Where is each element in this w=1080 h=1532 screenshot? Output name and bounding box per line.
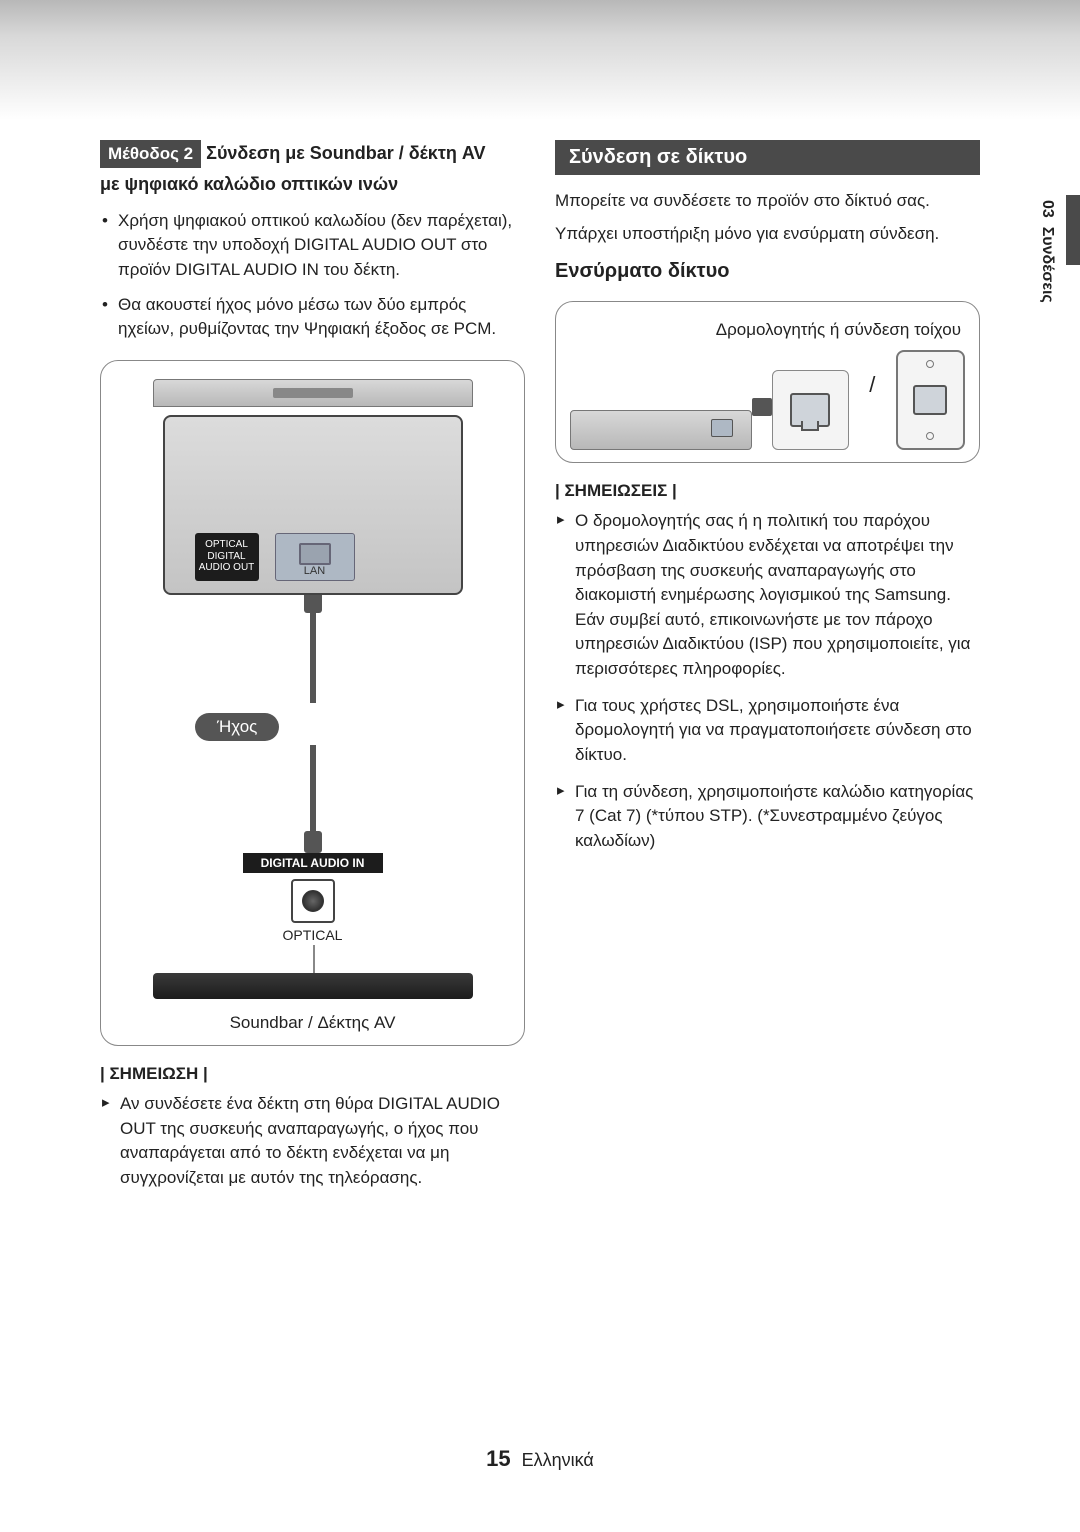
audio-label-pill: Ήχος <box>195 713 279 741</box>
port-label: DIGITAL <box>195 551 259 563</box>
lan-port-icon: LAN <box>275 533 355 581</box>
method-title: Σύνδεση με Soundbar / δέκτη AV <box>206 143 485 163</box>
left-column: Μέθοδος 2 Σύνδεση με Soundbar / δέκτη AV… <box>100 140 525 1203</box>
bullet-item: Χρήση ψηφιακού οπτικού καλωδίου (δεν παρ… <box>100 209 525 283</box>
network-caption: Δρομολογητής ή σύνδεση τοίχου <box>570 320 965 340</box>
optical-cable-icon <box>310 745 316 835</box>
network-diagram: Δρομολογητής ή σύνδεση τοίχου / <box>555 301 980 463</box>
port-label: OPTICAL <box>195 539 259 551</box>
rj45-icon <box>299 543 331 565</box>
digital-audio-in-box: DIGITAL AUDIO IN OPTICAL <box>243 853 383 943</box>
optical-in-port-icon <box>291 879 335 923</box>
intro-text: Μπορείτε να συνδέσετε το προϊόν στο δίκτ… <box>555 189 980 214</box>
side-chapter-label: 03 Συνδέσεις <box>1038 200 1056 303</box>
router-icon <box>772 370 849 450</box>
right-column: Σύνδεση σε δίκτυο Μπορείτε να συνδέσετε … <box>555 140 980 1203</box>
left-notes: Αν συνδέσετε ένα δέκτη στη θύρα DIGITAL … <box>100 1092 525 1191</box>
bullet-item: Θα ακουστεί ήχος μόνο μέσω των δύο εμπρό… <box>100 293 525 342</box>
page-footer: 15 Ελληνικά <box>0 1446 1080 1472</box>
note-item: Ο δρομολογητής σας ή η πολιτική του παρό… <box>555 509 980 681</box>
soundbar-caption: Soundbar / Δέκτης AV <box>230 1013 396 1033</box>
player-rear-panel: OPTICAL DIGITAL AUDIO OUT LAN <box>163 415 463 595</box>
wall-jack-icon <box>896 350 965 450</box>
optical-out-port-icon: OPTICAL DIGITAL AUDIO OUT <box>195 533 259 581</box>
side-text: Συνδέσεις <box>1039 227 1056 303</box>
screw-icon <box>926 360 934 368</box>
side-tab <box>1066 195 1080 265</box>
method-badge: Μέθοδος 2 <box>100 140 201 168</box>
rj45-plug-icon <box>752 398 766 416</box>
note-item: Αν συνδέσετε ένα δέκτη στη θύρα DIGITAL … <box>100 1092 525 1191</box>
subsection-title: Ενσύρματο δίκτυο <box>555 260 980 283</box>
top-gradient <box>0 0 1080 120</box>
rj45-icon <box>790 393 830 427</box>
dai-label: DIGITAL AUDIO IN <box>243 853 383 873</box>
device-lan-port-icon <box>711 419 733 437</box>
note-item: Για τους χρήστες DSL, χρησιμοποιήστε ένα… <box>555 694 980 768</box>
intro-text: Υπάρχει υποστήριξη μόνο για ενσύρματη σύ… <box>555 222 980 247</box>
notes-heading: | ΣΗΜΕΙΩΣΕΙΣ | <box>555 481 980 501</box>
cable-plug-icon <box>304 831 322 853</box>
page-language: Ελληνικά <box>522 1450 594 1470</box>
callout-line <box>313 945 315 973</box>
optical-cable-icon <box>310 613 316 703</box>
port-label: AUDIO OUT <box>195 562 259 574</box>
player-top-icon <box>153 379 473 407</box>
side-num: 03 <box>1039 200 1056 218</box>
dai-optical-label: OPTICAL <box>243 927 383 943</box>
note-item: Για τη σύνδεση, χρησιμοποιήστε καλώδιο κ… <box>555 780 980 854</box>
method-subline: με ψηφιακό καλώδιο οπτικών ινών <box>100 174 525 195</box>
soundbar-diagram: OPTICAL DIGITAL AUDIO OUT LAN Ήχος <box>100 360 525 1046</box>
page-number: 15 <box>486 1446 510 1471</box>
port-label: LAN <box>276 565 354 577</box>
method-heading: Μέθοδος 2 Σύνδεση με Soundbar / δέκτη AV <box>100 140 525 168</box>
screw-icon <box>926 432 934 440</box>
note-heading: | ΣΗΜΕΙΩΣΗ | <box>100 1064 525 1084</box>
player-device-icon <box>570 410 752 450</box>
or-divider: / <box>861 372 884 398</box>
left-bullets: Χρήση ψηφιακού οπτικού καλωδίου (δεν παρ… <box>100 209 525 342</box>
rj45-icon <box>913 385 947 415</box>
page-content: Μέθοδος 2 Σύνδεση με Soundbar / δέκτη AV… <box>100 140 980 1203</box>
section-title-bar: Σύνδεση σε δίκτυο <box>555 140 980 175</box>
soundbar-icon <box>153 973 473 999</box>
right-notes: Ο δρομολογητής σας ή η πολιτική του παρό… <box>555 509 980 853</box>
